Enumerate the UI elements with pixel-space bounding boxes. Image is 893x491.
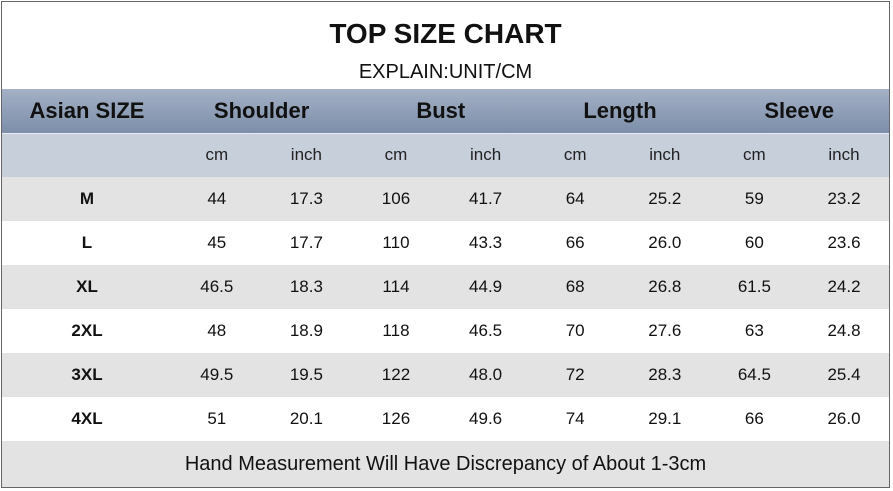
unit-row <box>2 133 889 177</box>
measurement: 68 <box>565 277 585 296</box>
measurement: 46.5 <box>200 277 234 296</box>
table-row <box>2 397 889 441</box>
table-row <box>2 221 889 265</box>
measurement: 26.0 <box>827 409 861 428</box>
measurement: 28.3 <box>648 365 682 384</box>
size-label: 3XL <box>71 365 103 384</box>
measurement: 126 <box>381 409 411 428</box>
measurement: 48.0 <box>469 365 503 384</box>
measurement: 59 <box>744 189 764 208</box>
measurement: 51 <box>207 409 227 428</box>
measurement: 41.7 <box>469 189 503 208</box>
footer-note: Hand Measurement Will Have Discrepancy o… <box>184 452 707 475</box>
measurement: 17.7 <box>289 233 323 252</box>
unit-header: inch <box>470 145 502 164</box>
measurement: 60 <box>744 233 764 252</box>
unit-header: cm <box>743 145 766 164</box>
measurement: 74 <box>565 409 585 428</box>
unit-header: inch <box>290 145 322 164</box>
measurement: 23.2 <box>827 189 861 208</box>
measurement: 46.5 <box>469 321 503 340</box>
subtitle: EXPLAIN:UNIT/CM <box>358 60 533 83</box>
measurement: 26.0 <box>648 233 682 252</box>
measurement: 118 <box>382 321 410 340</box>
size-label: M <box>79 189 95 208</box>
measurement: 49.6 <box>469 409 503 428</box>
measurement: 24.2 <box>827 277 861 296</box>
size-label: 2XL <box>71 321 103 340</box>
measurement: 20.1 <box>289 409 323 428</box>
measurement: 64 <box>565 189 585 208</box>
measurement: 122 <box>381 365 411 384</box>
size-label: XL <box>76 277 98 296</box>
unit-header: cm <box>205 145 229 164</box>
group-header: Shoulder <box>213 98 310 123</box>
measurement: 48 <box>207 321 227 340</box>
table-row <box>2 309 889 353</box>
unit-header: inch <box>828 145 860 164</box>
table-row <box>2 353 889 397</box>
group-header: Length <box>583 98 657 123</box>
measurement: 70 <box>565 321 585 340</box>
unit-header: cm <box>563 145 587 164</box>
measurement: 66 <box>565 233 585 252</box>
table-row <box>2 265 889 309</box>
measurement: 44.9 <box>469 277 503 296</box>
size-label: L <box>81 233 93 252</box>
measurement: 72 <box>565 365 585 384</box>
group-header: Bust <box>416 98 466 123</box>
title: TOP SIZE CHART <box>329 18 562 49</box>
measurement: 19.5 <box>289 365 323 384</box>
measurement: 106 <box>381 189 411 208</box>
measurement: 64.5 <box>737 365 771 384</box>
measurement: 61.5 <box>737 277 771 296</box>
measurement: 63 <box>744 321 764 340</box>
measurement: 23.6 <box>827 233 861 252</box>
measurement: 49.5 <box>200 365 234 384</box>
table-row <box>2 177 889 221</box>
corner-header: Asian SIZE <box>29 98 145 123</box>
measurement: 114 <box>382 277 410 296</box>
measurement: 110 <box>382 233 410 252</box>
measurement: 43.3 <box>469 233 503 252</box>
measurement: 17.3 <box>289 189 323 208</box>
header-row <box>2 89 889 133</box>
size-label: 4XL <box>71 409 103 428</box>
group-header: Sleeve <box>764 98 835 123</box>
measurement: 66 <box>744 409 764 428</box>
measurement: 25.2 <box>648 189 682 208</box>
measurement: 18.9 <box>289 321 323 340</box>
unit-header: cm <box>384 145 408 164</box>
unit-header: inch <box>649 145 681 164</box>
measurement: 26.8 <box>648 277 682 296</box>
measurement: 45 <box>207 233 227 252</box>
measurement: 24.8 <box>827 321 861 340</box>
measurement: 27.6 <box>648 321 682 340</box>
measurement: 25.4 <box>827 365 861 384</box>
measurement: 44 <box>207 189 227 208</box>
measurement: 18.3 <box>289 277 323 296</box>
footer-band <box>2 441 889 487</box>
measurement: 29.1 <box>648 409 682 428</box>
